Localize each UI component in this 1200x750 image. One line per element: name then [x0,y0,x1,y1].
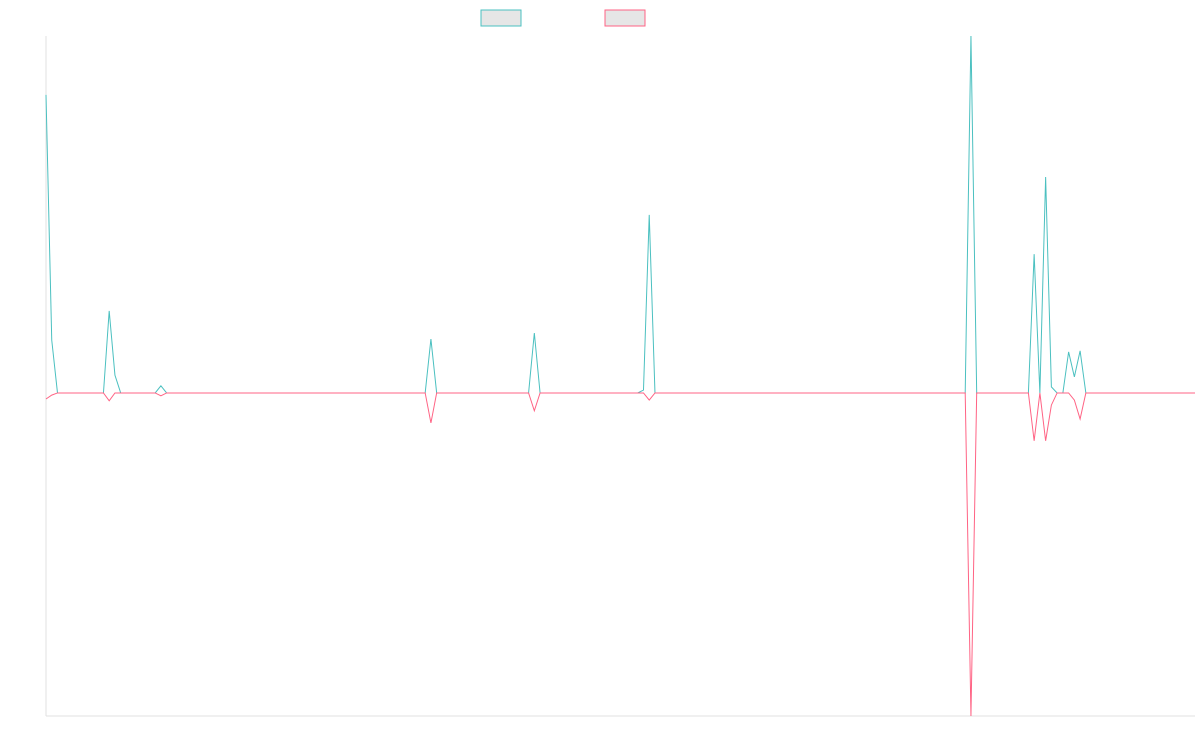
legend-swatch [480,9,522,27]
series-line [45,35,1195,394]
legend-swatch [604,9,646,27]
series-line [45,392,1195,717]
